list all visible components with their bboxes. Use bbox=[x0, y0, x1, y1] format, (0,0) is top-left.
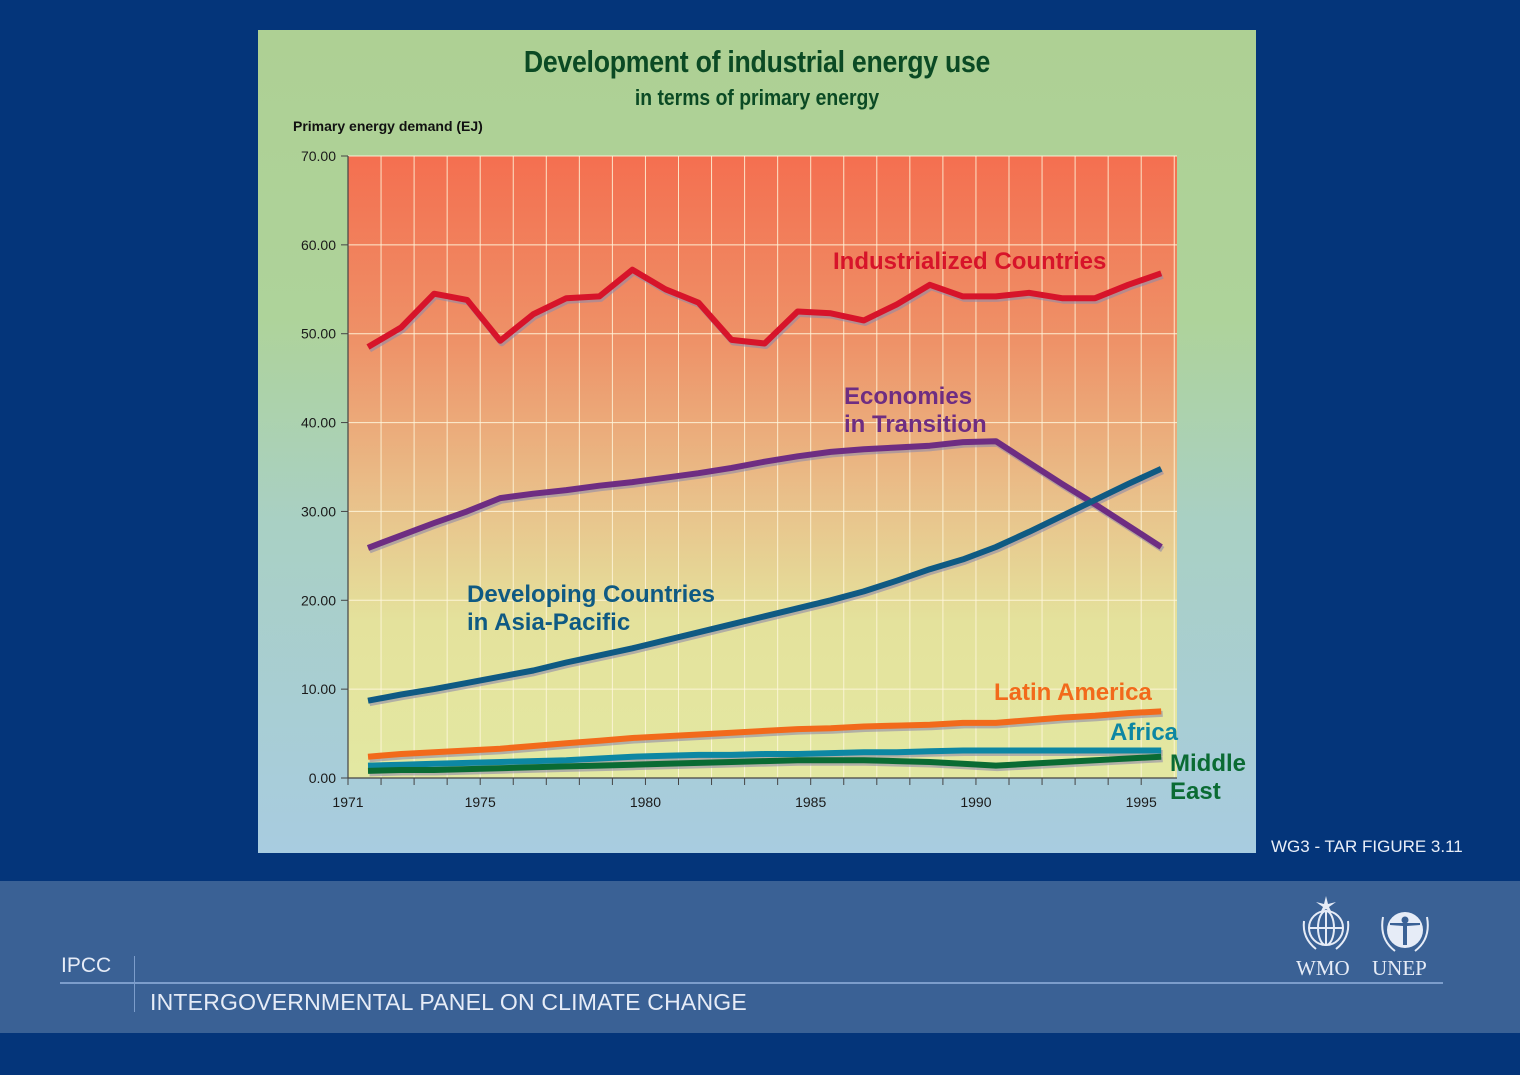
unep-label: UNEP bbox=[1372, 956, 1427, 980]
unep-logo-icon bbox=[1381, 912, 1429, 952]
wmo-logo-icon bbox=[1302, 896, 1350, 950]
x-tick-label: 1985 bbox=[795, 794, 826, 810]
series-label-developing-countries-in-asia-pacific: Developing Countries in Asia-Pacific bbox=[467, 581, 716, 636]
ipcc-full-name: INTERGOVERNMENTAL PANEL ON CLIMATE CHANG… bbox=[150, 989, 747, 1015]
series-line-latin-america bbox=[367, 708, 1162, 760]
y-tick-label: 20.00 bbox=[301, 592, 336, 608]
x-tick-label: 1975 bbox=[465, 794, 496, 810]
chart-subtitle: in terms of primary energy bbox=[634, 85, 880, 110]
ipcc-abbreviation: IPCC bbox=[61, 954, 112, 977]
series-lines bbox=[366, 266, 1163, 774]
y-tick-label: 40.00 bbox=[301, 415, 336, 431]
series-label-economies-in-transition: Economies in Transition bbox=[844, 383, 987, 438]
footer-banner bbox=[0, 881, 1520, 1033]
series-line-developing-countries-in-asia-pacific bbox=[367, 466, 1163, 704]
banner-divider bbox=[60, 982, 1443, 984]
series-label-africa: Africa bbox=[1110, 719, 1179, 746]
x-tick-label: 1990 bbox=[960, 794, 991, 810]
axes bbox=[341, 155, 1177, 785]
y-tick-label: 50.00 bbox=[301, 326, 336, 342]
series-line-economies-in-transition bbox=[366, 438, 1163, 551]
figure-reference: WG3 - TAR FIGURE 3.11 bbox=[1271, 837, 1463, 856]
y-tick-label: 10.00 bbox=[301, 681, 336, 697]
wmo-label: WMO bbox=[1296, 956, 1350, 980]
x-tick-label: 1995 bbox=[1126, 794, 1157, 810]
series-label-middle-east: Middle East bbox=[1170, 750, 1246, 805]
x-tick-label: 1971 bbox=[332, 794, 363, 810]
grid-lines bbox=[348, 155, 1177, 778]
y-tick-label: 0.00 bbox=[309, 770, 336, 786]
x-tick-label: 1980 bbox=[630, 794, 661, 810]
y-axis-label: Primary energy demand (EJ) bbox=[293, 118, 483, 134]
series-line-industrialized-countries bbox=[366, 266, 1163, 350]
series-line-africa bbox=[367, 747, 1162, 769]
series-label-industrialized-countries: Industrialized Countries bbox=[833, 248, 1107, 275]
y-tick-label: 70.00 bbox=[301, 148, 336, 164]
y-tick-label: 60.00 bbox=[301, 237, 336, 253]
tick-labels: 0.00 10.00 20.00 30.00 40.00 50.00 60.00 70.00 1… bbox=[301, 148, 1157, 810]
series-line-middle-east bbox=[367, 753, 1162, 774]
series-label-latin-america: Latin America bbox=[994, 679, 1152, 706]
chart-title: Development of industrial energy use bbox=[523, 44, 991, 79]
banner-vertical-divider bbox=[134, 956, 135, 1012]
y-tick-label: 30.00 bbox=[301, 503, 336, 519]
